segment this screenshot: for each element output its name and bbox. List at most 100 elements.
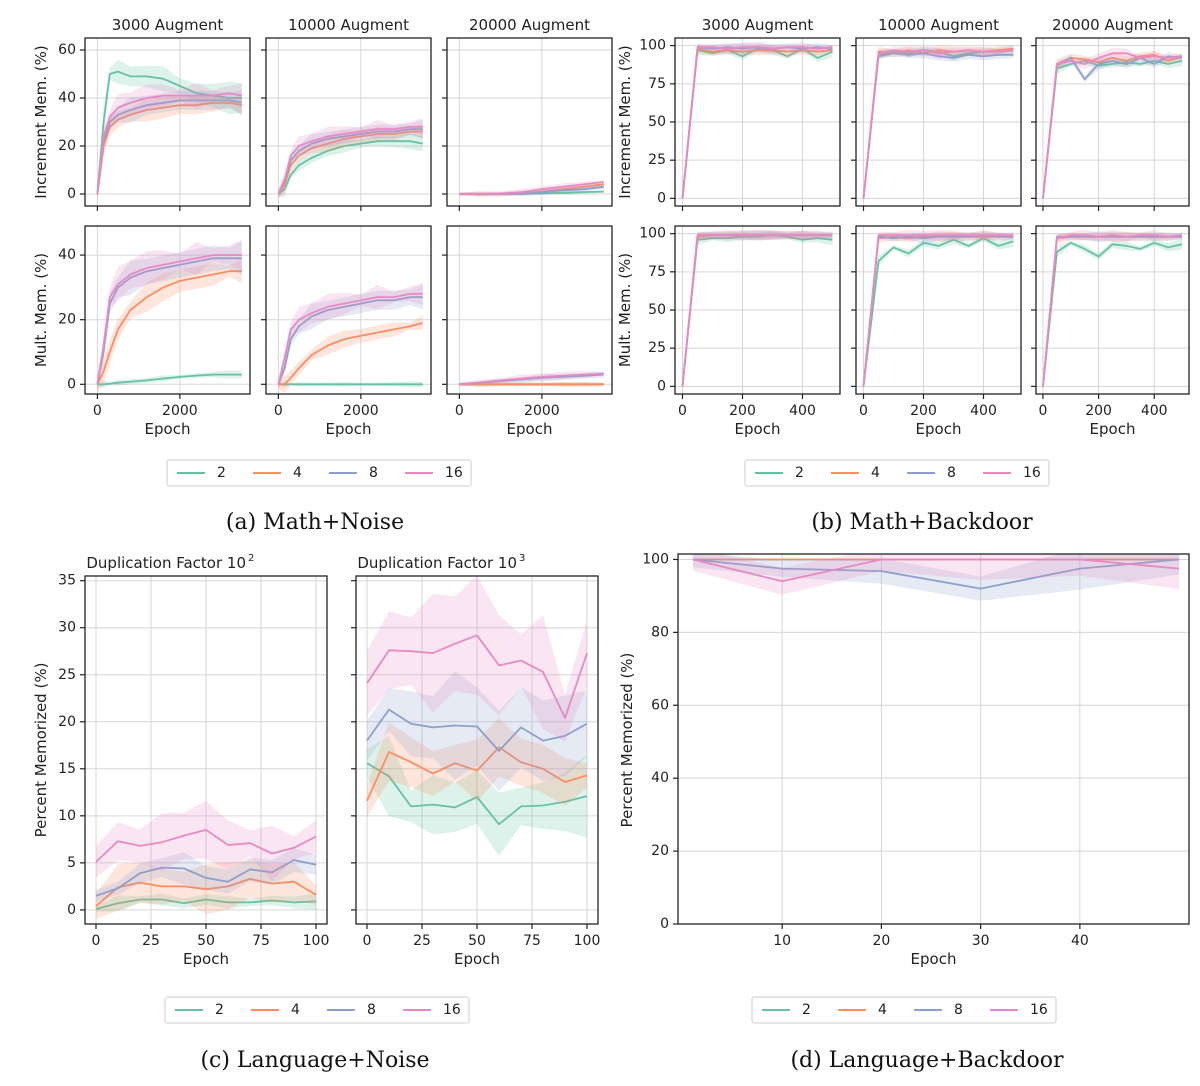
chart-b-r1-c0-line-4 xyxy=(681,234,833,387)
chart-a-legend-label-2: 2 xyxy=(217,465,226,481)
chart-b-legend-label-2: 2 xyxy=(795,465,804,481)
chart-b-r0-c0-line-4 xyxy=(681,47,833,199)
chart-a-r0-c1-line-16 xyxy=(277,125,423,195)
chart-b-r0-c2-band-16 xyxy=(1043,47,1182,202)
chart-a-r1-c0-ytick-label: 40 xyxy=(58,247,76,263)
chart-b-r1-c0-ytick-label: 25 xyxy=(648,340,666,356)
chart-a-r1-c2-xtick-label: 0 xyxy=(455,403,464,419)
chart-c-c1-xtick-label: 100 xyxy=(574,933,601,949)
chart-c-c1-band-8 xyxy=(367,671,587,792)
chart-c-c0-ytick-label: 35 xyxy=(58,573,76,589)
chart-d-ytick-label: 20 xyxy=(651,843,669,859)
chart-d-xtick-label: 40 xyxy=(1071,933,1089,949)
chart-d-xtick-label: 20 xyxy=(872,933,890,949)
chart-b-r0-c2-line-2 xyxy=(1042,60,1183,199)
chart-b-r1-c1-plot xyxy=(862,229,1014,390)
chart-c-c1-line-2 xyxy=(366,762,588,826)
chart-c-c0-band-16 xyxy=(96,800,316,882)
chart-b-r1-c1-xtick-label: 400 xyxy=(970,403,997,419)
chart-d-line-8 xyxy=(692,558,1180,590)
chart-b-r1-c2-line-4 xyxy=(1042,235,1182,387)
chart-c-c1-xtick-label: 25 xyxy=(413,933,431,949)
chart-b-r0-c1-line-4 xyxy=(862,47,1014,199)
chart-a-r0-c1-title: 10000 Augment xyxy=(288,16,409,34)
chart-d-band-16 xyxy=(692,554,1180,595)
chart-c-c0-xtick-label: 75 xyxy=(252,933,270,949)
chart-b-r0-c1-line-8 xyxy=(862,52,1014,199)
chart-d-legend-label-8: 8 xyxy=(954,1002,963,1018)
chart-c-c0-xtick-label: 100 xyxy=(303,933,330,949)
chart-a-r0-c1-band-8 xyxy=(278,119,423,198)
chart-b-r0-c2-plot xyxy=(1042,47,1183,202)
chart-c-legend-label-4: 4 xyxy=(291,1002,300,1018)
chart-b-r1-c2-line-2 xyxy=(1042,241,1183,387)
chart-d-line-16 xyxy=(692,558,1180,583)
chart-b-r0-c0-band-2 xyxy=(682,44,833,201)
chart-c-ylabel: Percent Memorized (%) xyxy=(32,663,50,838)
chart-d-ytick-label: 100 xyxy=(642,551,669,567)
chart-c-c0-band-2 xyxy=(96,893,316,912)
chart-a-r1-c0-ytick-label: 20 xyxy=(58,312,76,328)
chart-c-c0-ytick-label: 5 xyxy=(67,855,76,871)
chart-c-c1-xlabel: Epoch xyxy=(454,950,500,968)
chart-b-r0-c0-title: 3000 Augment xyxy=(702,16,814,34)
chart-c-c0-xtick-label: 0 xyxy=(92,933,101,949)
chart-a-r1-c0-band-2 xyxy=(97,370,242,389)
chart-b-r1-c0-ytick-label: 75 xyxy=(648,264,666,280)
chart-a-ylabel-0: Increment Mem. (%) xyxy=(32,45,50,199)
caption-c: (c) Language+Noise xyxy=(200,1048,430,1073)
chart-a-r1-c0-frame xyxy=(84,225,251,395)
chart-b-r0-c1-line-2 xyxy=(862,49,1014,199)
chart-a-r1-c2-xlabel: Epoch xyxy=(507,420,553,438)
chart-a-r1-c1-plot xyxy=(277,282,424,393)
chart-a-r1-c2-plot xyxy=(459,371,604,388)
chart-a-r0-c0-ytick-label: 20 xyxy=(58,138,76,154)
chart-a-r1-c1-band-8 xyxy=(278,284,423,389)
chart-c-c1-line-4 xyxy=(366,746,588,802)
chart-b-r1-c0-ytick-label: 0 xyxy=(657,378,666,394)
chart-c-c0-xtick-label: 25 xyxy=(142,933,160,949)
caption-a: (a) Math+Noise xyxy=(225,510,405,535)
chart-b-r0-c0-ytick-label: 0 xyxy=(657,190,666,206)
chart-a-r1-c0-xtick-label: 0 xyxy=(93,403,102,419)
caption-d: (d) Language+Backdoor xyxy=(790,1048,1064,1073)
chart-a-r1-c0-xtick-label: 2000 xyxy=(162,403,198,419)
chart-c-c1-band-16 xyxy=(367,576,587,742)
chart-a-r1-c0-line-4 xyxy=(96,270,242,385)
chart-a-r0-c1-band-16 xyxy=(278,118,423,200)
chart-c-c0-plot xyxy=(95,800,317,919)
chart-a-r1-c2-xtick-label: 2000 xyxy=(524,403,560,419)
chart-b-ylabel-1: Mult. Mem. (%) xyxy=(616,253,634,367)
chart-b-r0-c0-plot xyxy=(681,41,833,202)
chart-d-ytick-label: 0 xyxy=(660,916,669,932)
chart-a-r0-c0-band-8 xyxy=(97,90,242,199)
chart-a-r1-c1-band-16 xyxy=(278,282,423,392)
chart-b-r1-c2-plot xyxy=(1042,229,1183,390)
chart-a-r1-c1-xlabel: Epoch xyxy=(326,420,372,438)
chart-a-r1-c1-line-16 xyxy=(277,292,423,385)
chart-a-r1-c1-frame xyxy=(265,225,432,395)
chart-b-r1-c0-xtick-label: 400 xyxy=(789,403,816,419)
chart-a-r0-c0-title: 3000 Augment xyxy=(112,16,224,34)
chart-a-r0-c2-plot xyxy=(459,180,604,197)
chart-b-r0-c0-line-2 xyxy=(681,47,833,199)
chart-b-r1-c0-ytick-label: 100 xyxy=(639,226,666,242)
chart-b-r0-c1-band-16 xyxy=(863,46,1014,202)
chart-c-c1-xtick-label: 75 xyxy=(523,933,541,949)
chart-b-r1-c1-xtick-label: 0 xyxy=(859,403,868,419)
chart-b-r0-c0-ytick-label: 50 xyxy=(648,114,666,130)
chart-b-ylabel-0: Increment Mem. (%) xyxy=(616,45,634,199)
chart-a-r1-c0-line-16 xyxy=(96,254,242,385)
chart-a-r1-c1-band-4 xyxy=(278,315,423,393)
chart-c-c0-ytick-label: 10 xyxy=(58,808,76,824)
chart-c-title-exp-1: 3 xyxy=(519,553,525,564)
chart-c-c1-line-16 xyxy=(366,634,588,719)
chart-a-r0-c0-band-4 xyxy=(97,93,242,200)
chart-a-r1-c2-frame xyxy=(446,225,613,395)
chart-b-r1-c2-line-16 xyxy=(1042,234,1183,387)
chart-c-c0-band-8 xyxy=(96,848,316,902)
chart-c-legend-label-8: 8 xyxy=(367,1002,376,1018)
chart-c-c0-ytick-label: 20 xyxy=(58,714,76,730)
chart-c-c1-xtick-label: 50 xyxy=(468,933,486,949)
chart-a-r1-c0-xlabel: Epoch xyxy=(145,420,191,438)
